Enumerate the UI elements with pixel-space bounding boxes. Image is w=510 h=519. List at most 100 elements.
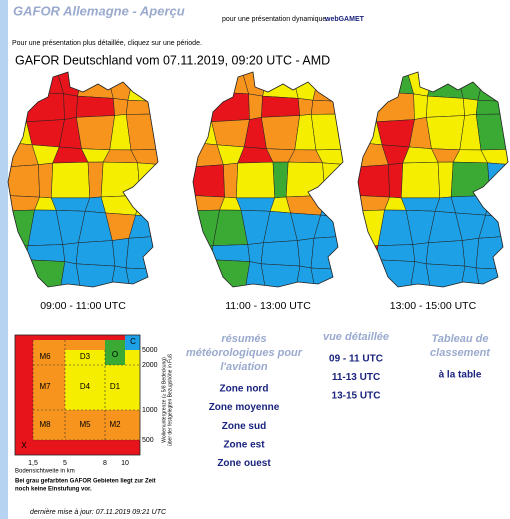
legend-note: Bei grau gefarbten GAFOR Gebieten liegt … (15, 479, 156, 485)
region (127, 72, 158, 102)
region (60, 261, 81, 287)
region (25, 244, 66, 262)
detail-heading: vue détaillée (323, 331, 389, 343)
region (376, 119, 415, 148)
region (475, 235, 508, 270)
region (223, 162, 239, 199)
region (297, 98, 314, 116)
region (76, 95, 115, 118)
region (38, 162, 54, 199)
region (477, 72, 508, 102)
region (272, 161, 289, 199)
map[interactable]: 09:00 - 11:00 UTC (7, 71, 159, 312)
border (7, 71, 159, 288)
legend-x-title: Bodensichtweite in km (15, 469, 75, 475)
legend-cell-label: M5 (79, 420, 91, 429)
legend-frame (14, 334, 141, 456)
legend-cell-label: D1 (110, 382, 121, 391)
region (193, 245, 214, 260)
region (125, 235, 158, 270)
period-link[interactable]: 11-13 UTC (332, 372, 380, 383)
footer: dernière mise à jour: 07.11.2019 09:21 U… (30, 509, 167, 516)
region (8, 90, 28, 125)
map[interactable]: 11:00 - 13:00 UTC (192, 71, 344, 312)
region (125, 113, 158, 151)
legend-cell-label: C (130, 337, 136, 346)
region (193, 258, 217, 287)
region (310, 99, 343, 115)
dynamic-label: pour une présentation dynamique: (222, 16, 328, 23)
region (260, 263, 301, 287)
region (50, 197, 91, 212)
regions (358, 72, 508, 287)
regions (193, 72, 343, 287)
region (485, 192, 508, 218)
region (358, 245, 379, 260)
region (193, 90, 213, 125)
region (125, 267, 158, 287)
region (425, 240, 466, 267)
region (310, 267, 343, 287)
region (211, 91, 250, 123)
period-link[interactable]: 09 - 11 UTC (329, 354, 383, 365)
zone-link[interactable]: Zone moyenne (209, 402, 280, 413)
region (412, 242, 429, 265)
zone-link[interactable]: Zone sud (222, 421, 266, 432)
region (388, 162, 404, 199)
ranking-heading: classement (430, 347, 491, 359)
region (236, 161, 276, 199)
legend-y-title: über der festgelegten Bezugshöhe in Fuß (167, 354, 173, 446)
region (76, 115, 115, 151)
region (376, 91, 415, 123)
zone-link[interactable]: Zone ouest (217, 458, 271, 469)
region (358, 258, 382, 287)
zone-link[interactable]: Zone est (223, 439, 265, 450)
legend-green (105, 340, 125, 365)
region (426, 95, 465, 118)
map[interactable]: 13:00 - 15:00 UTC (357, 71, 509, 312)
zone-link[interactable]: Zone nord (220, 384, 269, 395)
region (480, 149, 508, 165)
ranking-link[interactable]: à la table (439, 370, 482, 381)
region (247, 242, 264, 265)
legend-blue (125, 335, 140, 350)
map-caption: 09:00 - 11:00 UTC (40, 300, 126, 312)
region (26, 91, 65, 123)
region (26, 119, 65, 148)
region (51, 161, 91, 199)
period-link[interactable]: 13-15 UTC (332, 391, 381, 402)
summaries-heading: météorologiques pour (186, 347, 303, 359)
region (437, 161, 454, 199)
region (25, 259, 66, 287)
region (413, 93, 428, 120)
legend-cell-label: M2 (109, 420, 121, 429)
region (400, 197, 441, 212)
region (87, 161, 104, 199)
region (450, 161, 491, 198)
region (475, 113, 508, 151)
legend-note: noch keine Einstufung vor. (15, 487, 92, 493)
border (192, 71, 344, 288)
region (450, 195, 491, 216)
legend-x-label: 1,5 (28, 460, 38, 467)
map-caption: 11:00 - 13:00 UTC (225, 300, 311, 312)
legend-cell-label: D4 (80, 382, 91, 391)
region (193, 72, 219, 93)
legend-y-title: Wolkenuntergrenze (≥ 5/8 Bedeckung) (161, 357, 167, 443)
region (285, 161, 326, 198)
region (112, 98, 129, 116)
border (357, 71, 509, 288)
region (426, 115, 465, 151)
region (125, 99, 158, 115)
region (100, 195, 141, 216)
legend-x-label: 8 (103, 460, 107, 467)
legend-y-label: 500 (142, 437, 154, 444)
dynamic-link[interactable]: webGAMET (324, 16, 365, 23)
region (260, 240, 301, 267)
legend-cell-label: D3 (80, 352, 91, 361)
legend-yellow (65, 350, 140, 410)
legend-cell-label: M6 (39, 352, 51, 361)
legend-y-label: 1000 (142, 407, 158, 414)
region (401, 161, 441, 199)
region (8, 258, 32, 287)
